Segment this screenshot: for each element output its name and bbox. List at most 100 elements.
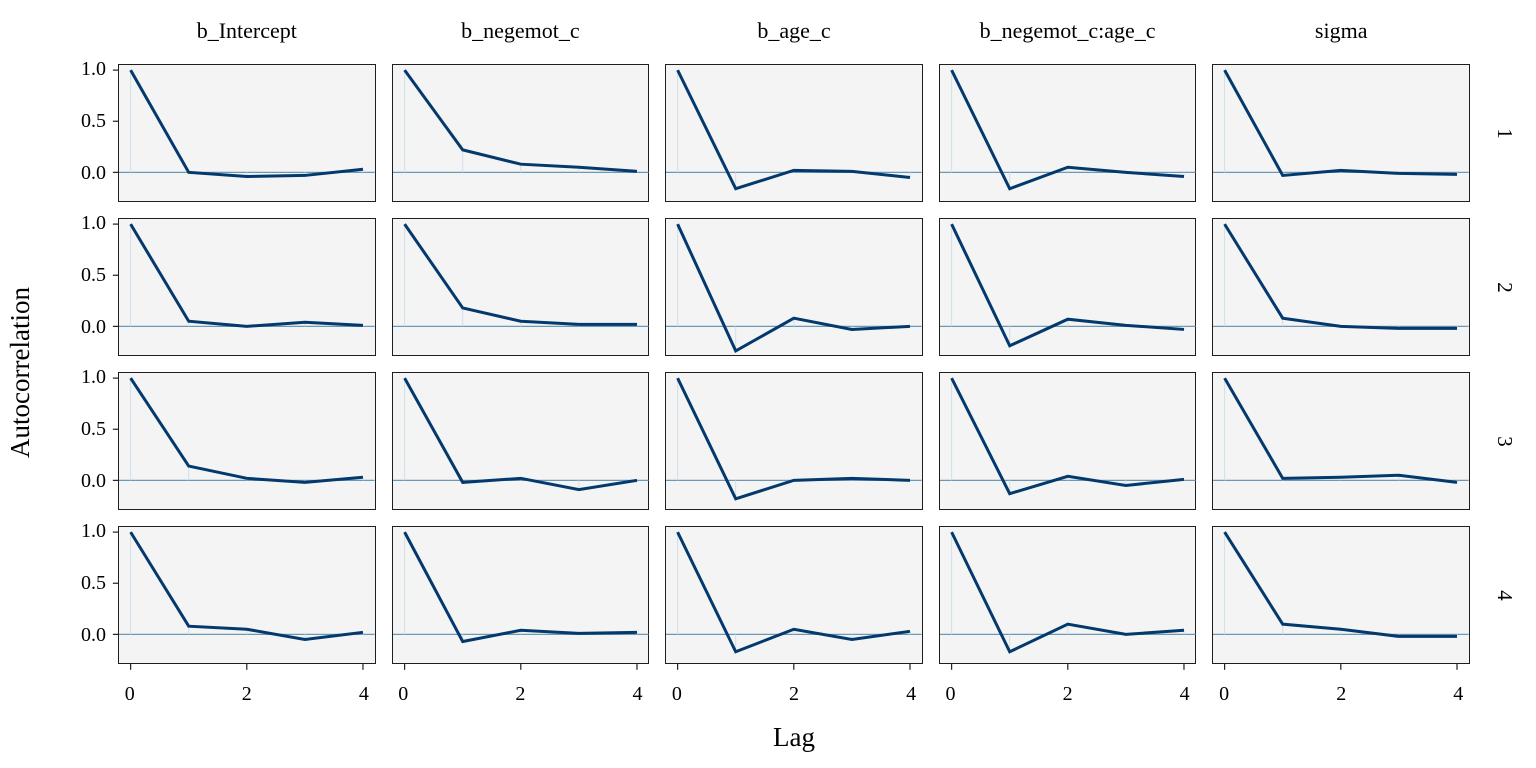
acf-plot bbox=[119, 65, 375, 201]
acf-plot bbox=[940, 527, 1196, 663]
y-tick-label: 0.0 bbox=[81, 469, 106, 492]
facet-row-label-text: 4 bbox=[1492, 589, 1517, 601]
y-tick-label: 0.0 bbox=[81, 315, 106, 338]
acf-line bbox=[404, 224, 636, 324]
acf-panel bbox=[391, 64, 650, 202]
acf-plot bbox=[1213, 219, 1469, 355]
acf-line bbox=[1225, 378, 1457, 482]
facet-column-title: b_age_c bbox=[757, 18, 831, 43]
acf-line bbox=[678, 224, 910, 351]
facet-row-label-text: 1 bbox=[1492, 127, 1517, 139]
x-tick-label: 0 bbox=[945, 683, 956, 705]
acf-panel bbox=[665, 218, 923, 356]
x-tick-label: 2 bbox=[515, 683, 526, 705]
acf-line bbox=[131, 224, 363, 326]
x-tick-label: 4 bbox=[358, 683, 369, 705]
y-tick-label: 1.0 bbox=[81, 520, 106, 543]
acf-plot bbox=[393, 527, 649, 663]
acf-line bbox=[1225, 70, 1457, 175]
acf-panel bbox=[391, 218, 650, 356]
acf-panel bbox=[1212, 218, 1470, 356]
acf-panel bbox=[118, 526, 376, 664]
acf-panel bbox=[665, 526, 923, 664]
acf-plot bbox=[1213, 373, 1469, 509]
acf-plot bbox=[393, 373, 649, 509]
acf-plot bbox=[393, 65, 649, 201]
y-axis-title: Autocorrelation bbox=[2, 64, 38, 680]
acf-line bbox=[678, 532, 910, 652]
grid-corner bbox=[1486, 0, 1522, 48]
x-tick-label: 2 bbox=[241, 683, 252, 705]
facet-row-label: 1 bbox=[1486, 64, 1522, 202]
facet-row-label-text: 2 bbox=[1492, 281, 1517, 293]
acf-line bbox=[404, 70, 636, 171]
facet-column-title: b_negemot_c:age_c bbox=[979, 18, 1156, 43]
x-axis-ticks: 0 2 4 bbox=[392, 680, 650, 706]
x-axis-ticks: 0 2 4 bbox=[665, 680, 923, 706]
grid-corner bbox=[46, 0, 102, 48]
acf-plot bbox=[940, 219, 1196, 355]
acf-panel bbox=[391, 526, 650, 664]
x-axis-ticks: 0 2 4 bbox=[939, 680, 1197, 706]
acf-plot bbox=[666, 219, 922, 355]
acf-plot bbox=[1213, 527, 1469, 663]
facet-column-title: sigma bbox=[1314, 18, 1368, 43]
grid-corner bbox=[1486, 680, 1522, 706]
facet-row-label: 3 bbox=[1486, 372, 1522, 510]
acf-plot bbox=[119, 219, 375, 355]
acf-panel bbox=[665, 372, 923, 510]
facet-grid: b_Intercept b_negemot_c b_age_c b_negemot_c… bbox=[46, 0, 1526, 768]
facet-row-label: 2 bbox=[1486, 218, 1522, 356]
grid-corner bbox=[46, 680, 102, 706]
y-tick-label: 0.0 bbox=[81, 161, 106, 184]
y-axis-ticks: 1.0 0.5 0.0 bbox=[46, 521, 106, 664]
acf-line bbox=[131, 532, 363, 639]
acf-plot bbox=[666, 373, 922, 509]
y-tick-label: 0.5 bbox=[81, 110, 106, 133]
y-axis-title-text: Autocorrelation bbox=[4, 286, 35, 458]
y-tick-label: 1.0 bbox=[81, 366, 106, 389]
acf-line bbox=[1225, 224, 1457, 328]
x-axis-ticks: 0 2 4 bbox=[1212, 680, 1470, 706]
acf-plot bbox=[119, 373, 375, 509]
x-tick-label: 0 bbox=[124, 683, 135, 705]
x-tick-label: 4 bbox=[1179, 683, 1190, 705]
acf-line bbox=[951, 532, 1183, 652]
acf-plot bbox=[666, 527, 922, 663]
x-tick-label: 4 bbox=[632, 683, 643, 705]
acf-line bbox=[131, 378, 363, 482]
acf-panel bbox=[1212, 372, 1470, 510]
y-axis-ticks: 1.0 0.5 0.0 bbox=[46, 213, 106, 356]
acf-panel bbox=[118, 218, 376, 356]
acf-panel bbox=[938, 218, 1197, 356]
y-axis-ticks: 1.0 0.5 0.0 bbox=[46, 59, 106, 202]
acf-line bbox=[951, 70, 1183, 189]
x-tick-label: 0 bbox=[398, 683, 409, 705]
y-tick-label: 0.5 bbox=[81, 418, 106, 441]
acf-panel bbox=[118, 372, 376, 510]
acf-line bbox=[678, 70, 910, 189]
acf-panel bbox=[391, 372, 650, 510]
facet-row-label-text: 3 bbox=[1492, 435, 1517, 447]
acf-panel bbox=[1212, 64, 1470, 202]
acf-plot bbox=[119, 527, 375, 663]
acf-line bbox=[404, 532, 636, 641]
facet-column-title: b_negemot_c bbox=[461, 18, 580, 43]
acf-line bbox=[1225, 532, 1457, 636]
facet-row-label: 4 bbox=[1486, 526, 1522, 664]
acf-plot bbox=[940, 373, 1196, 509]
x-axis-title: Lag bbox=[118, 722, 1470, 768]
x-tick-label: 0 bbox=[671, 683, 682, 705]
acf-plot bbox=[393, 219, 649, 355]
y-tick-label: 0.0 bbox=[81, 623, 106, 646]
acf-panel bbox=[118, 64, 376, 202]
acf-line bbox=[131, 70, 363, 176]
y-tick-label: 1.0 bbox=[81, 58, 106, 81]
y-tick-label: 1.0 bbox=[81, 212, 106, 235]
y-tick-label: 0.5 bbox=[81, 572, 106, 595]
y-tick-label: 0.5 bbox=[81, 264, 106, 287]
x-axis-ticks: 0 2 4 bbox=[118, 680, 376, 706]
acf-plot bbox=[940, 65, 1196, 201]
x-tick-label: 2 bbox=[1062, 683, 1073, 705]
acf-plot bbox=[666, 65, 922, 201]
